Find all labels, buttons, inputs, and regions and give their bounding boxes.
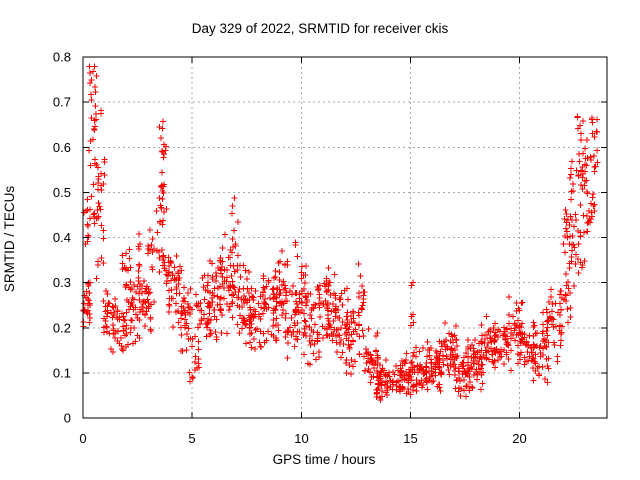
y-tick-label: 0.1 [53, 366, 71, 381]
y-tick-label: 0 [64, 411, 71, 426]
x-tick-label: 10 [294, 431, 308, 446]
y-tick-label: 0.7 [53, 95, 71, 110]
y-tick-label: 0.2 [53, 321, 71, 336]
x-tick-label: 20 [512, 431, 526, 446]
y-tick-label: 0.4 [53, 230, 71, 245]
y-tick-label: 0.8 [53, 50, 71, 65]
chart-title: Day 329 of 2022, SRMTID for receiver cki… [191, 21, 449, 36]
x-tick-label: 0 [79, 431, 86, 446]
x-tick-label: 5 [188, 431, 195, 446]
y-tick-label: 0.5 [53, 185, 71, 200]
y-tick-label: 0.3 [53, 275, 71, 290]
x-tick-label: 15 [403, 431, 417, 446]
y-tick-label: 0.6 [53, 140, 71, 155]
scatter-points [80, 63, 601, 403]
x-axis-label: GPS time / hours [272, 452, 376, 467]
